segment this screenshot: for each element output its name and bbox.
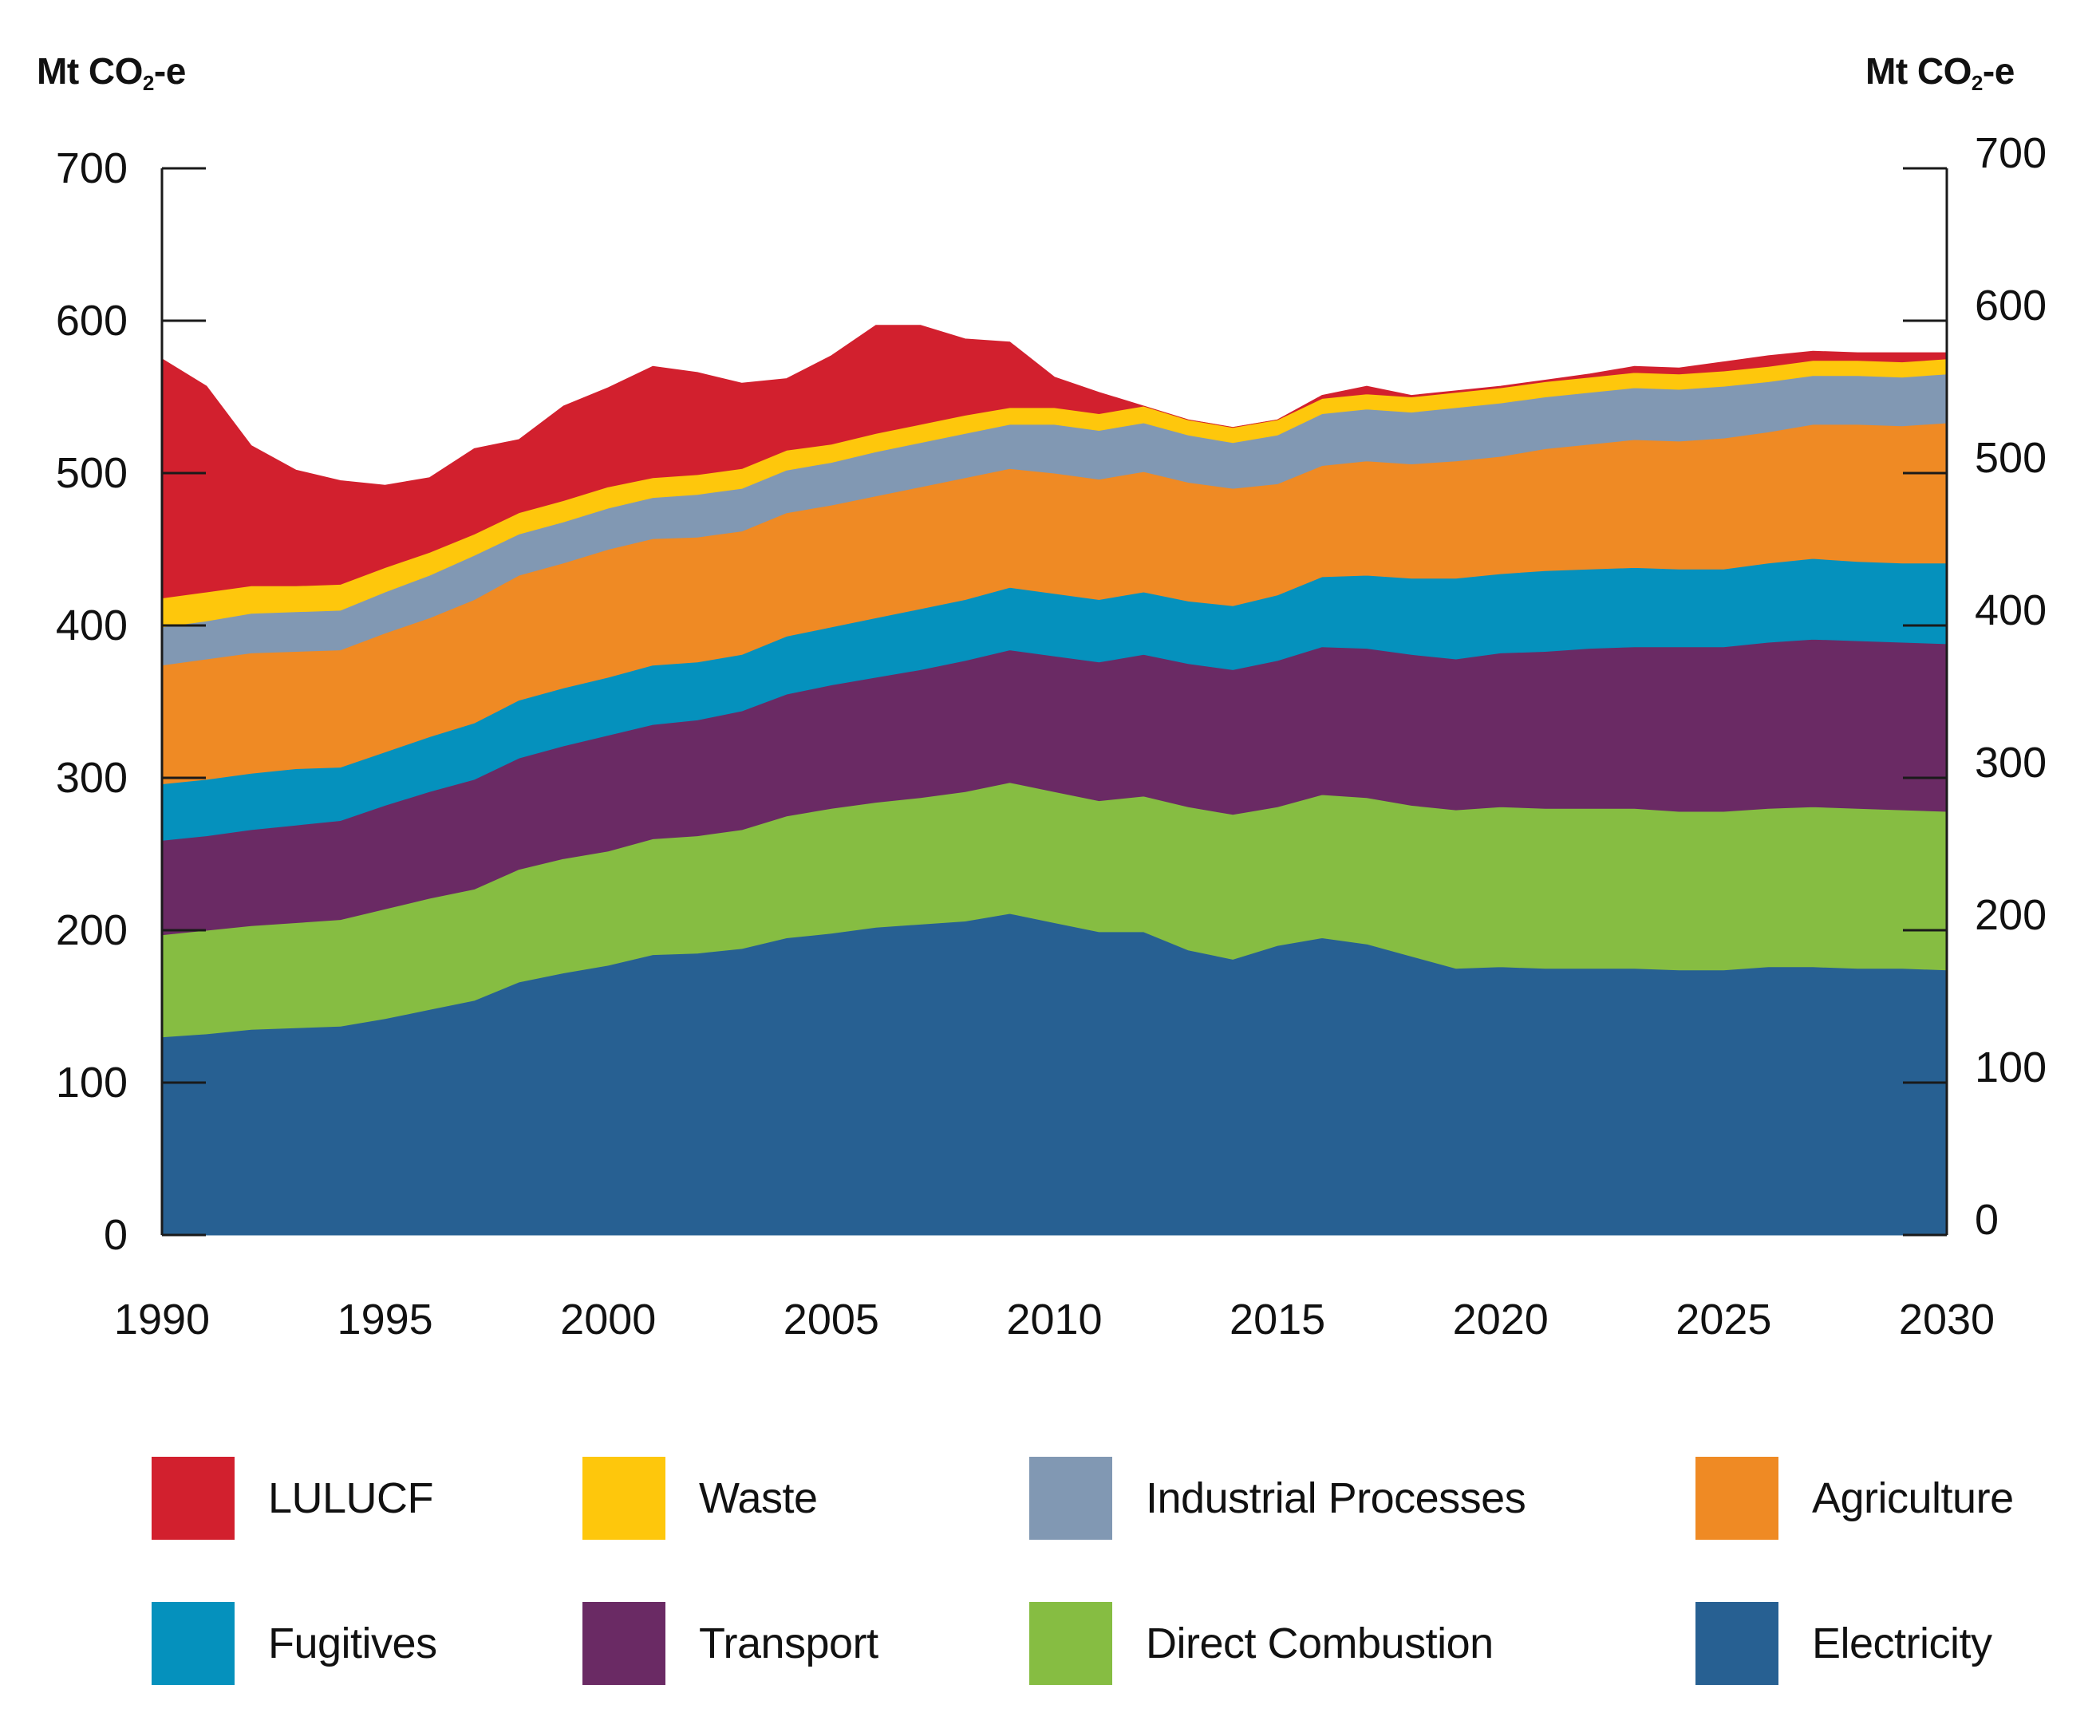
legend-swatch-agriculture bbox=[1695, 1457, 1778, 1540]
x-tick-label-2025: 2025 bbox=[1676, 1296, 1771, 1343]
legend-item-waste: Waste bbox=[582, 1457, 818, 1540]
legend-swatch-fugitives bbox=[152, 1602, 235, 1685]
x-tick-label-2010: 2010 bbox=[1006, 1296, 1102, 1343]
x-tick-label-1995: 1995 bbox=[338, 1296, 433, 1343]
legend-label-transport: Transport bbox=[699, 1620, 878, 1667]
x-tick-label-2030: 2030 bbox=[1899, 1296, 1995, 1343]
legend-label-industrial-processes: Industrial Processes bbox=[1146, 1474, 1526, 1522]
legend-label-electricity: Electricity bbox=[1812, 1620, 1992, 1667]
x-tick-label-1990: 1990 bbox=[114, 1296, 210, 1343]
legend-swatch-electricity bbox=[1695, 1602, 1778, 1685]
x-tick-label-2005: 2005 bbox=[784, 1296, 879, 1343]
legend-label-agriculture: Agriculture bbox=[1812, 1474, 2014, 1522]
y-tick-label-left-200: 200 bbox=[56, 906, 128, 954]
y-tick-label-left-500: 500 bbox=[56, 449, 128, 497]
legend-swatch-lulucf bbox=[152, 1457, 235, 1540]
y-tick-label-right-0: 0 bbox=[1975, 1196, 1999, 1244]
y-tick-label-right-700: 700 bbox=[1975, 129, 2047, 177]
legend-label-waste: Waste bbox=[699, 1474, 818, 1522]
y-tick-label-right-200: 200 bbox=[1975, 891, 2047, 939]
x-tick-label-2000: 2000 bbox=[560, 1296, 656, 1343]
y-axis-unit-left: Mt CO2-e bbox=[37, 50, 186, 95]
y-tick-label-right-400: 400 bbox=[1975, 586, 2047, 634]
y-tick-label-left-600: 600 bbox=[56, 297, 128, 345]
legend-swatch-industrial-processes bbox=[1029, 1457, 1112, 1540]
y-tick-label-left-0: 0 bbox=[104, 1211, 128, 1259]
y-tick-label-right-300: 300 bbox=[1975, 739, 2047, 787]
y-tick-label-left-700: 700 bbox=[56, 144, 128, 192]
y-tick-label-right-100: 100 bbox=[1975, 1044, 2047, 1091]
legend-item-direct-combustion: Direct Combustion bbox=[1029, 1602, 1494, 1685]
y-tick-label-right-600: 600 bbox=[1975, 282, 2047, 329]
legend-swatch-transport bbox=[582, 1602, 665, 1685]
legend-item-agriculture: Agriculture bbox=[1695, 1457, 2014, 1540]
legend-swatch-direct-combustion bbox=[1029, 1602, 1112, 1685]
y-tick-label-left-400: 400 bbox=[56, 602, 128, 649]
y-tick-label-left-300: 300 bbox=[56, 754, 128, 802]
legend-item-electricity: Electricity bbox=[1695, 1602, 1992, 1685]
x-tick-label-2015: 2015 bbox=[1230, 1296, 1325, 1343]
legend-item-fugitives: Fugitives bbox=[152, 1602, 437, 1685]
y-tick-label-right-500: 500 bbox=[1975, 434, 2047, 482]
stacked-area-chart: 0 0 100 100 200 200 300 300 400 400 500 500 600 600 70… bbox=[56, 129, 2047, 1343]
x-tick-label-2020: 2020 bbox=[1453, 1296, 1549, 1343]
legend-label-direct-combustion: Direct Combustion bbox=[1146, 1620, 1494, 1667]
legend-item-lulucf: LULUCF bbox=[152, 1457, 434, 1540]
area-layers bbox=[161, 325, 1948, 1236]
y-tick-label-left-100: 100 bbox=[56, 1059, 128, 1107]
legend-item-transport: Transport bbox=[582, 1602, 878, 1685]
legend-item-industrial-processes: Industrial Processes bbox=[1029, 1457, 1526, 1540]
axes: 0 0 100 100 200 200 300 300 400 400 500 500 600 600 70… bbox=[56, 129, 2047, 1343]
legend-label-lulucf: LULUCF bbox=[268, 1474, 434, 1522]
y-axis-unit-right: Mt CO2-e bbox=[1865, 50, 2015, 95]
legend-label-fugitives: Fugitives bbox=[268, 1620, 437, 1667]
legend-swatch-waste bbox=[582, 1457, 665, 1540]
